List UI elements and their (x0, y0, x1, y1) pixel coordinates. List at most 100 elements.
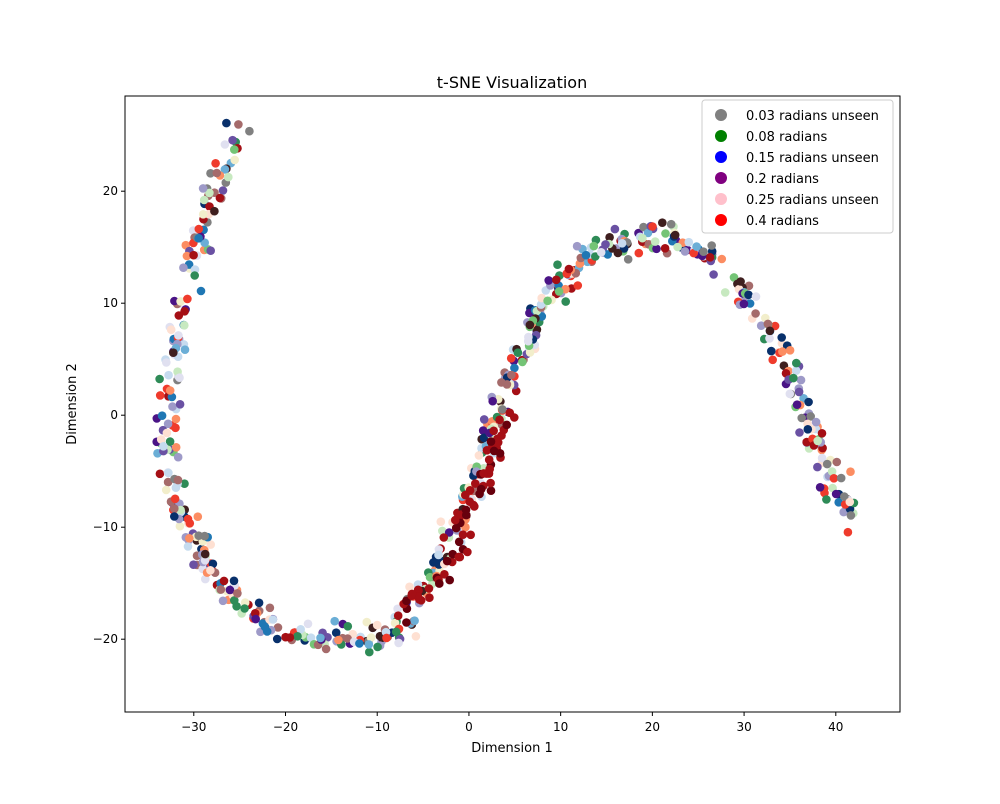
scatter-point (159, 442, 168, 451)
scatter-point (789, 373, 798, 383)
scatter-point (605, 233, 614, 242)
scatter-point (525, 320, 535, 330)
scatter-point (273, 623, 283, 632)
scatter-point (744, 281, 754, 291)
scatter-point (251, 614, 260, 624)
scatter-point (603, 250, 612, 259)
scatter-point (206, 246, 215, 255)
legend-label: 0.25 radians unseen (746, 193, 879, 208)
scatter-point (303, 619, 313, 629)
scatter-point (525, 348, 535, 357)
legend-label: 0.4 radians (746, 214, 819, 229)
legend-marker (715, 214, 727, 226)
scatter-point (198, 184, 208, 193)
scatter-point (175, 373, 184, 383)
scatter-point (230, 155, 239, 165)
scatter-point (689, 248, 698, 258)
scatter-point (831, 489, 841, 499)
axes-frame (124, 95, 901, 713)
scatter-point (233, 589, 242, 598)
scatter-point (201, 574, 210, 584)
scatter-point (469, 500, 478, 510)
scatter-point (744, 290, 753, 300)
y-tick-label: 10 (103, 296, 118, 310)
scatter-point (650, 237, 660, 246)
legend-marker (715, 193, 727, 205)
scatter-point (193, 512, 203, 521)
legend-box (701, 99, 894, 234)
scatter-point (765, 326, 775, 336)
x-tick-label: −30 (181, 720, 206, 734)
scatter-point (182, 251, 192, 261)
y-tick-label: 20 (103, 184, 118, 198)
scatter-point (224, 172, 233, 182)
scatter-point (484, 455, 494, 465)
scatter-point (486, 437, 496, 446)
scatter-point (486, 478, 495, 488)
scatter-point (474, 451, 484, 460)
scatter-point (485, 464, 495, 474)
scatter-point (206, 169, 215, 178)
scatter-point (751, 292, 761, 301)
legend: 0.03 radians unseen 0.08 radians 0.15 radi… (701, 99, 894, 234)
scatter-point (165, 437, 175, 446)
scatter-point (364, 640, 374, 649)
scatter-point (461, 490, 470, 500)
scatter-point (661, 229, 670, 238)
scatter-point (330, 616, 340, 626)
scatter-point (173, 475, 183, 485)
x-axis-label: Dimension 1 (471, 741, 553, 756)
scatter-point (523, 336, 533, 346)
scatter-point (410, 616, 419, 625)
scatter-point (634, 248, 644, 258)
scatter-point (343, 622, 353, 631)
chart-title: t-SNE Visualization (437, 73, 587, 92)
scatter-point (321, 644, 331, 654)
scatter-point (155, 469, 165, 479)
scatter-point (836, 473, 846, 483)
scatter-point (393, 611, 403, 620)
scatter-point (220, 140, 230, 149)
scatter-point (180, 307, 189, 316)
scatter-point (222, 118, 231, 128)
scatter-point (206, 540, 215, 549)
scatter-point (165, 386, 175, 395)
scatter-point (210, 206, 219, 216)
scatter-point (166, 325, 176, 335)
scatter-point (720, 288, 730, 297)
scatter-point (462, 510, 471, 520)
scatter-point (190, 271, 199, 280)
scatter-point (536, 300, 546, 309)
scatter-point (803, 425, 813, 434)
scatter-point (767, 346, 776, 356)
scatter-point (218, 186, 228, 195)
scatter-point (215, 193, 225, 203)
scatter-point (643, 228, 653, 238)
scatter-point (405, 582, 414, 592)
scatter-point (846, 511, 856, 520)
scatter-point (444, 528, 454, 537)
scatter-point (232, 602, 241, 611)
scatter-point (506, 354, 516, 363)
scatter-point (639, 222, 648, 232)
scatter-point (652, 244, 661, 254)
scatter-point (794, 387, 804, 397)
scatter-point (832, 457, 842, 467)
scatter-point (705, 252, 715, 262)
scatter-point (489, 446, 499, 456)
scatter-point (589, 241, 599, 251)
x-tick-label: −20 (273, 720, 298, 734)
scatter-point (699, 247, 708, 256)
scatter-point (205, 188, 214, 198)
scatter-point (362, 617, 372, 627)
scatter-point (228, 135, 237, 145)
y-axis-label: Dimension 2 (65, 363, 80, 445)
scatter-point (164, 468, 173, 478)
scatter-point (175, 521, 185, 531)
scatter-point (402, 618, 411, 627)
scatter-point (834, 498, 843, 507)
x-tick-label: 0 (465, 720, 473, 734)
scatter-point (183, 542, 193, 551)
